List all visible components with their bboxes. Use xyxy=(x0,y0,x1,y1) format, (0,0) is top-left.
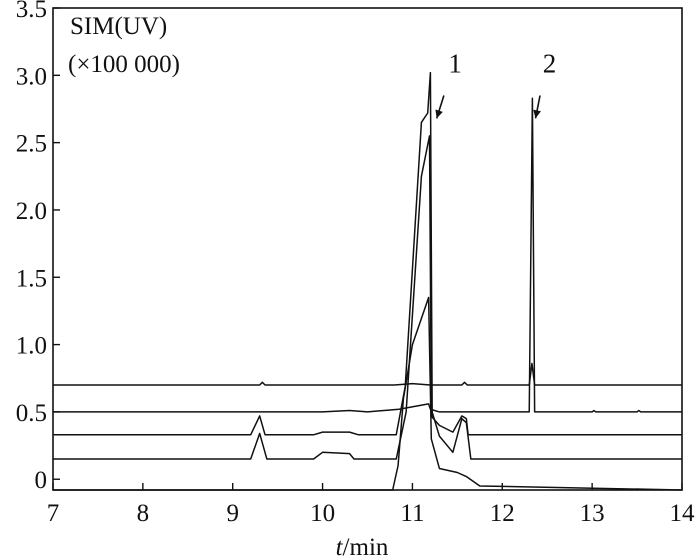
x-axis-title-italic: t xyxy=(336,534,344,558)
x-axis-title-unit: /min xyxy=(343,534,389,558)
y-tick-label: 3.5 xyxy=(16,0,47,23)
x-tick-label: 13 xyxy=(580,500,605,527)
y-tick-label: 3.0 xyxy=(16,63,47,90)
trace-1 xyxy=(53,362,682,386)
peak-arrowhead-2 xyxy=(533,109,541,119)
peak-label-1: 1 xyxy=(448,49,462,79)
x-axis-title: t/min xyxy=(336,534,389,558)
plot-border xyxy=(52,7,683,491)
x-tick-label: 8 xyxy=(137,500,150,527)
plot-frame xyxy=(52,7,683,491)
trace-5 xyxy=(53,296,683,491)
x-tick-label: 11 xyxy=(400,500,424,527)
series-group xyxy=(53,71,683,491)
y-axis-label-line1: SIM(UV) xyxy=(70,13,167,40)
x-tick-label: 12 xyxy=(490,500,515,527)
x-tick-label: 14 xyxy=(670,500,696,527)
y-tick-label: 0.5 xyxy=(16,400,47,427)
x-tick-label: 10 xyxy=(310,500,335,527)
y-tick-label: 1.5 xyxy=(16,265,47,292)
y-axis-label-line2: (×100 000) xyxy=(68,51,180,78)
x-tick-label: 9 xyxy=(226,500,239,527)
trace-2 xyxy=(53,97,682,413)
y-tick-label: 2.5 xyxy=(16,131,47,158)
y-tick-label: 0 xyxy=(35,467,48,494)
x-tick-label: 7 xyxy=(47,500,60,527)
trace-4 xyxy=(53,135,682,460)
y-tick-label: 1.0 xyxy=(16,333,47,360)
trace-3 xyxy=(53,71,682,436)
axis-ticks xyxy=(52,7,683,490)
peak-label-2: 2 xyxy=(543,49,557,79)
peak-arrowhead-1 xyxy=(435,109,443,119)
y-tick-label: 2.0 xyxy=(16,198,47,225)
